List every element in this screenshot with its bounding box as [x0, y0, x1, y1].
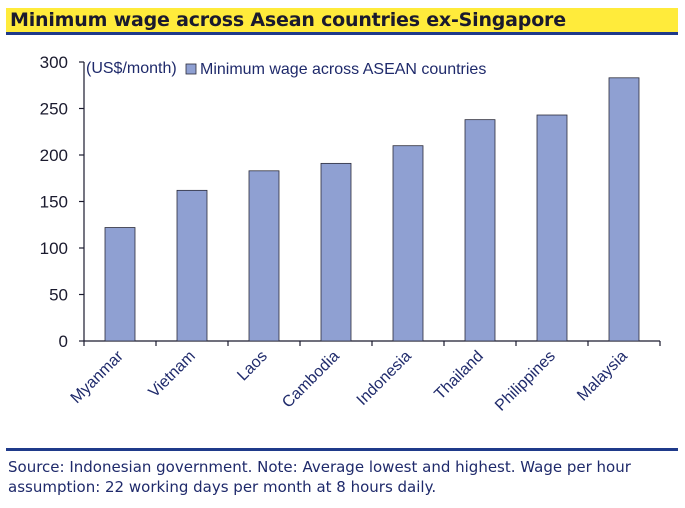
bar — [608, 77, 640, 342]
bar — [392, 145, 424, 342]
x-category-label: Myanmar — [68, 347, 128, 407]
source-note: Source: Indonesian government. Note: Ave… — [8, 458, 631, 496]
chart-title: Minimum wage across Asean countries ex-S… — [10, 9, 566, 31]
title-bar: Minimum wage across Asean countries ex-S… — [6, 8, 678, 35]
bar — [104, 227, 136, 342]
x-category-label: Philippines — [492, 348, 559, 415]
y-tick-label: 100 — [40, 239, 68, 258]
y-tick-label: 50 — [49, 286, 68, 305]
bar-chart: 0 50 100 150 200 250 300 Myanmar Vietnam Laos Camb… — [40, 53, 661, 415]
legend-label: Minimum wage across ASEAN countries — [200, 61, 486, 78]
bar — [176, 189, 208, 342]
legend-swatch — [185, 63, 197, 75]
bar — [536, 114, 568, 342]
y-tick-label: 300 — [40, 53, 68, 72]
y-tick-label: 250 — [40, 100, 68, 119]
x-category-label: Cambodia — [279, 348, 343, 412]
y-tick-label: 200 — [40, 146, 68, 165]
bar — [464, 119, 496, 342]
y-tick-label: 150 — [40, 193, 68, 212]
x-category-label: Malaysia — [574, 348, 631, 405]
x-category-label: Indonesia — [354, 348, 415, 409]
y-tick-label: 0 — [59, 332, 68, 351]
plot-area: 0 50 100 150 200 250 300 Myanmar Vietnam Laos Camb… — [40, 53, 661, 415]
y-unit-label: (US$/month) — [86, 60, 177, 77]
source-divider — [6, 448, 678, 451]
x-category-label: Vietnam — [146, 348, 199, 401]
x-category-label: Laos — [234, 348, 271, 385]
x-category-label: Thailand — [431, 348, 486, 403]
bar — [248, 170, 280, 342]
bar — [320, 162, 352, 342]
